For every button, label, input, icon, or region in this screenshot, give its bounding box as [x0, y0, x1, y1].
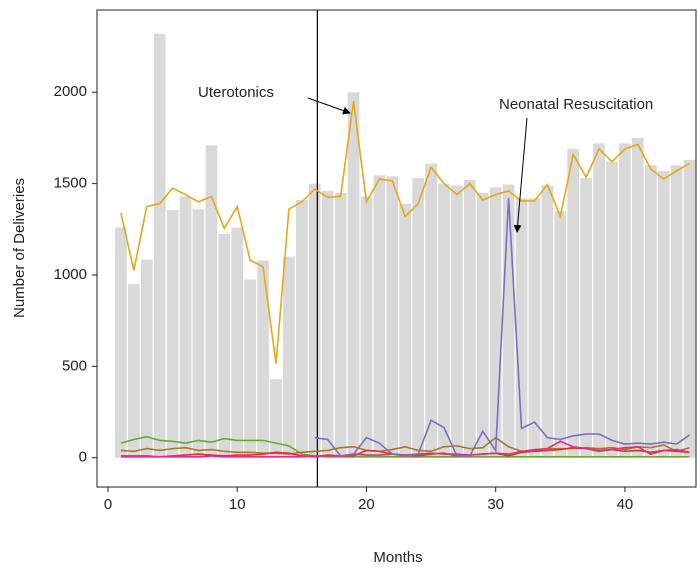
bar [218, 233, 231, 458]
bar [140, 259, 153, 458]
bar [451, 185, 463, 458]
line [120, 435, 690, 458]
annotation-arrow [513, 117, 528, 233]
bar [425, 163, 437, 458]
y-tick-label: 1000 [54, 266, 87, 283]
bar [528, 198, 541, 458]
bar [541, 185, 554, 458]
plot-area [115, 10, 696, 487]
bar [619, 143, 631, 458]
bar [657, 170, 670, 458]
bar [115, 227, 127, 458]
bar [567, 148, 580, 458]
bar [321, 190, 334, 458]
y-tick-label: 1500 [54, 175, 87, 192]
bar [464, 179, 476, 458]
plot-frame [96, 9, 697, 488]
bar [476, 192, 489, 458]
bar [399, 203, 412, 458]
bar [205, 145, 218, 458]
bar [515, 198, 528, 458]
bar [644, 165, 657, 458]
line [120, 436, 690, 455]
bar [153, 33, 166, 458]
bar [412, 178, 424, 458]
bar [683, 159, 696, 458]
bar [283, 256, 295, 458]
annotation-arrow [307, 97, 351, 115]
y-tick-label: 500 [62, 357, 87, 374]
x-tick-label: 40 [617, 496, 634, 513]
x-axis-label: Months [373, 549, 422, 566]
line [120, 101, 690, 364]
bar [502, 184, 515, 458]
bar [360, 196, 373, 458]
annotation: Uterotonics [198, 84, 274, 101]
bar [308, 183, 321, 458]
y-axis-label: Number of Deliveries [11, 178, 28, 318]
line [314, 198, 691, 457]
x-tick-label: 30 [487, 496, 504, 513]
bar [128, 284, 140, 458]
x-tick-label: 10 [229, 496, 246, 513]
annotation: Neonatal Resuscitation [499, 96, 653, 113]
bar [489, 187, 502, 458]
bar [257, 260, 269, 458]
x-tick-label: 0 [104, 496, 112, 513]
bar [580, 178, 592, 458]
bar [670, 165, 683, 458]
bar [347, 92, 360, 458]
bar [593, 143, 605, 458]
bar [192, 209, 205, 458]
bar [179, 196, 192, 458]
y-tick-label: 0 [79, 449, 87, 466]
y-tick-label: 2000 [54, 83, 87, 100]
bar [244, 279, 256, 458]
bar [334, 192, 347, 458]
bar [554, 211, 567, 458]
bar [166, 210, 179, 458]
bar [386, 176, 399, 458]
bar [231, 227, 244, 458]
bar [270, 379, 282, 458]
bar [373, 175, 386, 458]
bar [606, 161, 618, 458]
x-tick-label: 20 [358, 496, 375, 513]
line [120, 440, 690, 458]
bar [632, 137, 644, 458]
bar [438, 183, 450, 458]
bar [296, 200, 308, 458]
